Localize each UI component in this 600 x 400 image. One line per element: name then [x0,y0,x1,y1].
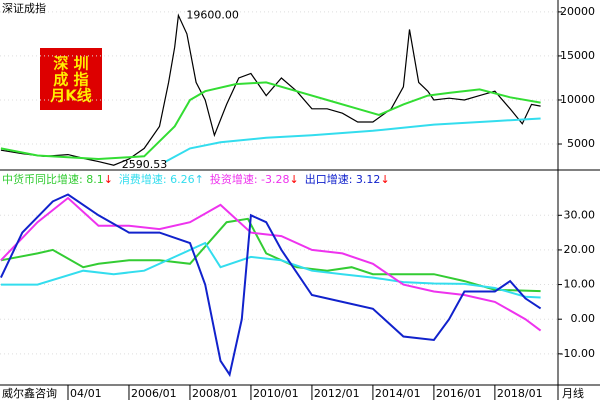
series-line [165,117,541,163]
y-tick-label: 20.00 [564,243,596,256]
y-tick-label: 10000 [560,93,595,106]
period: 月线 [562,386,584,400]
y-tick-label: 15000 [560,49,595,62]
series-line [0,81,541,161]
legend-label: 投资增速: -3.28 [210,172,290,186]
legend-trend: ↓ [380,173,389,186]
y-tick-label: -10.00 [560,347,595,360]
x-tick-label: 2010/01 [253,387,299,400]
x-tick-label: 2014/01 [375,387,421,400]
legend-trend: ↓ [104,173,113,186]
annotation: 19600.00 [186,8,239,21]
annotation: 2590.53 [122,158,168,171]
source: 威尔鑫咨询 [2,386,57,400]
badge-text: 成 指 [53,71,88,89]
y-tick-label: 30.00 [564,208,596,221]
y-tick-label: 20000 [560,5,595,18]
y-tick-label: 5000 [567,137,595,150]
y-tick-label: 10.00 [564,278,596,291]
badge-text: 深 圳 [53,55,88,73]
legend-label: 出口增速: 3.12 [305,172,381,186]
y-tick-label: 0.00 [571,312,596,325]
legend-trend: ↑ [195,173,204,186]
series-line [0,193,542,378]
x-tick-label: 2012/01 [314,387,360,400]
legend-label: 消费增速: 6.26 [119,172,195,186]
x-tick-label: 2006/01 [131,387,177,400]
series-line [0,217,541,293]
chart-title: 深证成指 [2,1,46,15]
x-tick-label: 2008/01 [192,387,238,400]
series-line [0,241,541,299]
x-tick-label: 04/01 [70,387,102,400]
series-line [0,13,541,166]
badge-text: 月K线 [49,87,92,105]
x-tick-label: 2016/01 [436,387,482,400]
badge-box [40,48,102,110]
legend-label: 中货币同比增速: 8.1 [2,172,104,186]
x-tick-label: 2018/01 [497,387,543,400]
legend-trend: ↓ [290,173,299,186]
series-line [0,196,542,332]
